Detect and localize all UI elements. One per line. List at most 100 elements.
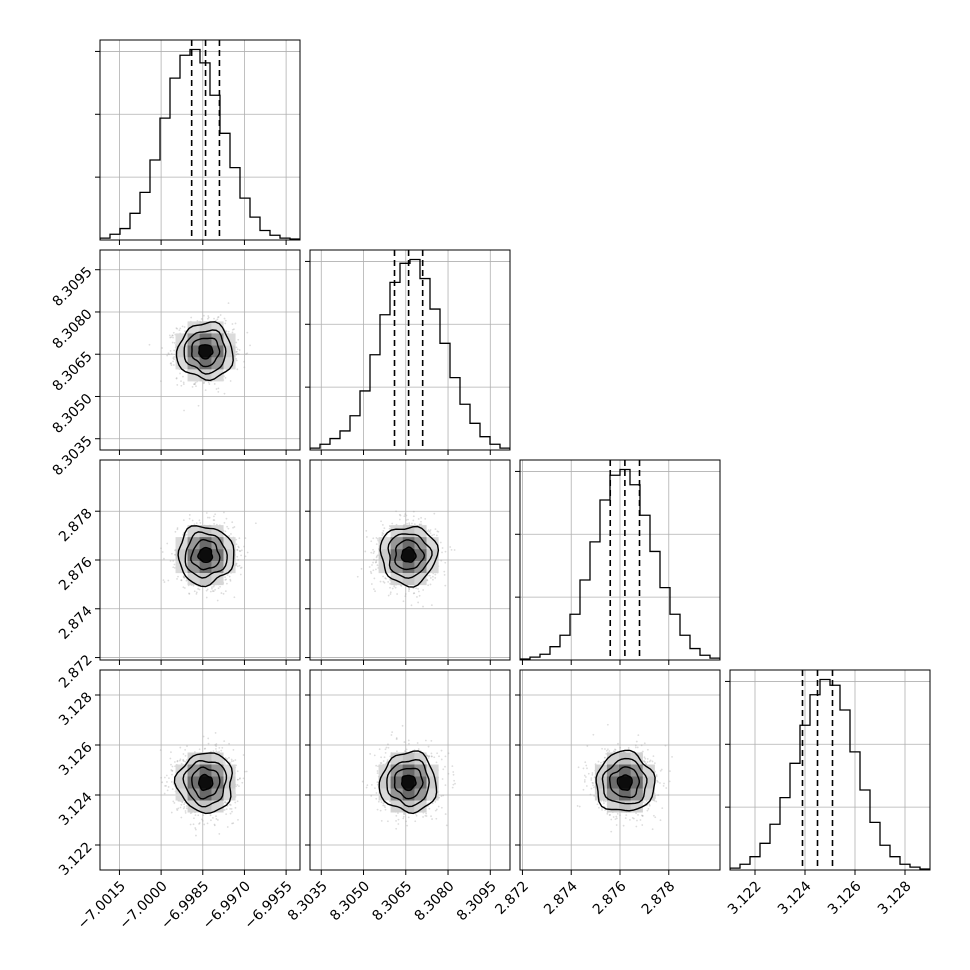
scatter-point (177, 807, 180, 810)
scatter-point (231, 810, 233, 813)
scatter-point (182, 807, 185, 810)
scatter-point (169, 349, 172, 352)
scatter-point (206, 822, 209, 825)
scatter-point (413, 523, 416, 525)
scatter-point (384, 577, 387, 579)
scatter-point (387, 594, 390, 597)
scatter-point (370, 551, 373, 554)
scatter-point (385, 577, 387, 580)
scatter-point (223, 317, 226, 320)
density-cell (187, 525, 200, 538)
scatter-point (383, 581, 386, 584)
scatter-point (219, 314, 222, 316)
scatter-point (188, 517, 191, 520)
scatter-point (216, 599, 219, 602)
scatter-point (408, 588, 411, 590)
scatter-point (360, 567, 363, 570)
scatter-point (176, 527, 179, 529)
scatter-point (181, 325, 184, 328)
scatter-point (393, 585, 396, 588)
density-cell (402, 573, 415, 586)
scatter-point (173, 563, 176, 566)
scatter-point (431, 534, 434, 537)
scatter-point (171, 341, 174, 344)
scatter-point (420, 520, 422, 523)
scatter-point (381, 532, 384, 534)
scatter-point (239, 567, 242, 569)
scatter-point (203, 823, 206, 826)
scatter-point (406, 522, 409, 525)
scatter-point (193, 383, 196, 386)
scatter-point (432, 578, 434, 581)
scatter-point (226, 574, 229, 576)
scatter-point (412, 592, 415, 595)
scatter-point (237, 545, 240, 548)
scatter-point (168, 334, 171, 337)
scatter-point (429, 532, 432, 535)
scatter-point (419, 523, 421, 526)
scatter-point (216, 819, 219, 821)
scatter-point (160, 547, 162, 550)
panel-1-0 (95, 249, 301, 455)
scatter-point (236, 348, 239, 351)
scatter-point (214, 732, 217, 734)
scatter-point (213, 519, 216, 522)
scatter-point (215, 750, 218, 753)
scatter-point (408, 588, 411, 590)
scatter-point (191, 385, 194, 388)
scatter-point (167, 579, 170, 582)
scatter-point (171, 334, 174, 337)
scatter-point (402, 600, 405, 603)
scatter-point (381, 524, 384, 526)
scatter-point (173, 802, 176, 804)
scatter-point (382, 532, 385, 535)
scatter-point (176, 384, 179, 386)
scatter-point (376, 537, 379, 540)
scatter-point (194, 381, 197, 384)
scatter-point (161, 347, 164, 349)
hist-step (100, 48, 300, 240)
density (356, 510, 456, 608)
scatter-point (427, 584, 430, 587)
scatter-point (183, 760, 185, 763)
scatter-point (417, 518, 420, 520)
scatter-point (243, 360, 245, 363)
scatter-point (239, 550, 242, 553)
scatter-point (169, 336, 172, 339)
scatter-point (222, 592, 225, 595)
density (160, 511, 257, 602)
scatter-point (383, 527, 386, 530)
scatter-point (182, 575, 185, 577)
scatter-point (371, 564, 373, 566)
scatter-point (213, 823, 216, 826)
scatter-point (231, 521, 234, 524)
scatter-point (382, 580, 385, 583)
scatter-point (195, 591, 198, 594)
scatter-point (163, 776, 166, 779)
contour-level (184, 531, 228, 579)
scatter-point (183, 409, 185, 412)
scatter-point (426, 579, 429, 582)
scatter-point (225, 578, 228, 581)
scatter-point (238, 564, 241, 567)
scatter-point (168, 777, 170, 780)
density-cell (402, 561, 415, 574)
scatter-point (183, 803, 186, 806)
scatter-point (207, 381, 210, 384)
scatter-point (224, 319, 227, 322)
scatter-point (375, 559, 378, 562)
scatter-point (436, 530, 439, 533)
scatter-point (183, 576, 186, 579)
scatter-point (210, 819, 212, 822)
scatter-point (437, 530, 440, 533)
scatter-point (213, 383, 216, 385)
hist-grid (310, 250, 510, 450)
hist-grid (100, 40, 300, 240)
scatter-point (198, 748, 201, 751)
scatter-point (197, 404, 200, 407)
scatter-point (249, 344, 251, 347)
scatter-point (195, 592, 198, 595)
scatter-point (404, 595, 407, 598)
scatter-point (230, 533, 232, 535)
scatter-point (164, 784, 166, 787)
